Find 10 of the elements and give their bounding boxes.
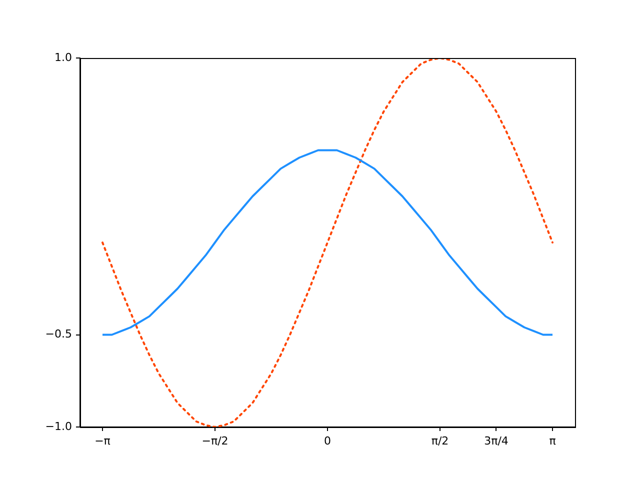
y-tick-label: 1.0 (54, 50, 72, 64)
x-tick-label: π/2 (431, 434, 449, 448)
y-tick-label: −1.0 (45, 420, 72, 433)
x-tick-label: π (549, 434, 556, 448)
x-tick-label: 0 (324, 434, 331, 448)
x-tick-label: −π (94, 434, 111, 448)
x-tick-label: −π/2 (202, 434, 228, 448)
y-tick-label: −0.5 (45, 328, 72, 341)
x-tick-label: 3π/4 (484, 434, 508, 448)
line-series (101, 58, 554, 427)
